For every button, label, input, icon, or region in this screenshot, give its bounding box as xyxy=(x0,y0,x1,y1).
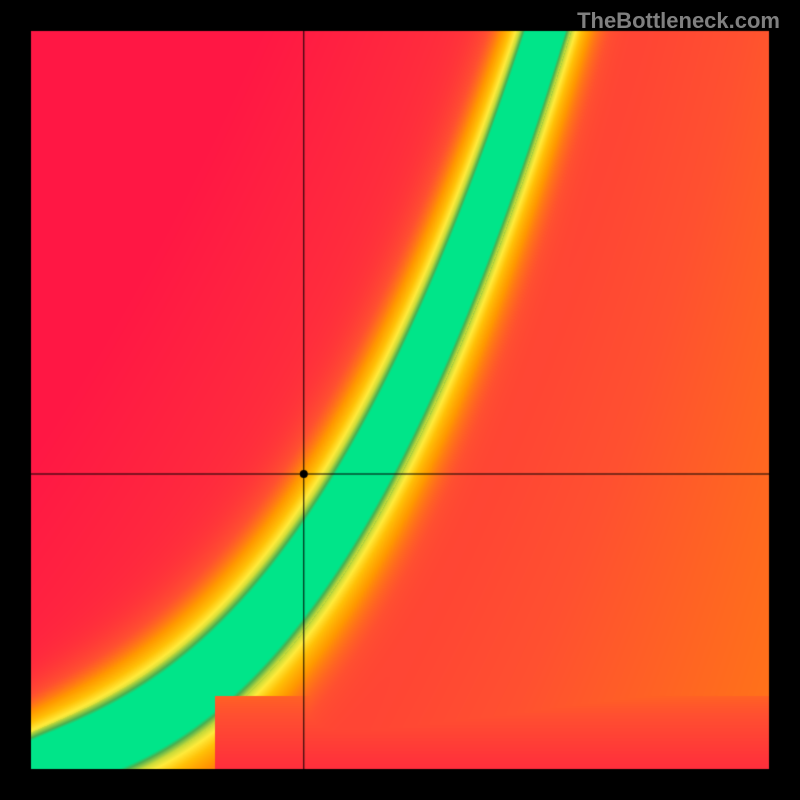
watermark-text: TheBottleneck.com xyxy=(577,8,780,34)
heatmap-canvas xyxy=(30,30,770,770)
heatmap-chart xyxy=(30,30,770,770)
